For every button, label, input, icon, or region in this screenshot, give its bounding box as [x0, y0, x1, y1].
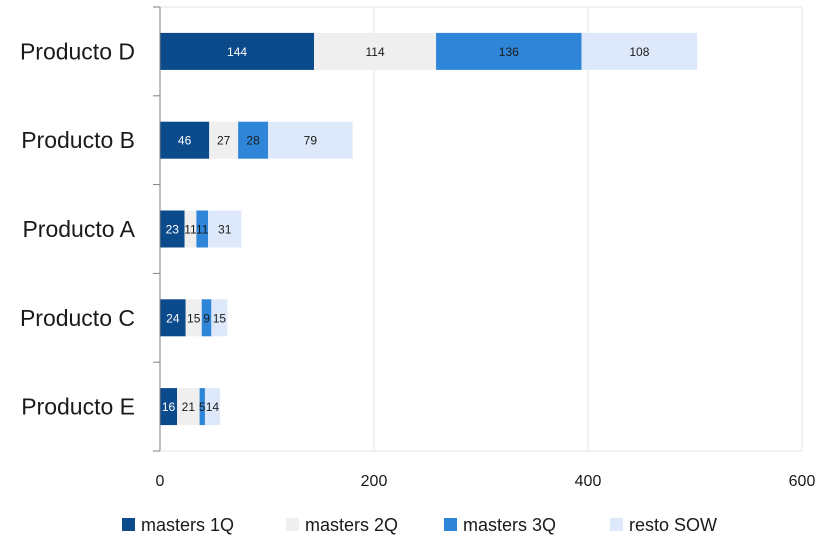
data-label: 114: [365, 45, 384, 59]
legend: masters 1Q masters 2Q masters 3Q resto SOW: [122, 515, 717, 535]
bar-segment: [211, 299, 228, 337]
x-tick-label: 0: [156, 473, 165, 490]
bar-segment: [160, 32, 315, 70]
legend-swatch: [444, 518, 457, 531]
bar-segment: [185, 299, 202, 337]
bar-segment: [581, 32, 698, 70]
legend-swatch: [286, 518, 299, 531]
legend-swatch: [610, 518, 623, 531]
category-label: Producto C: [20, 305, 135, 331]
bar-segment: [314, 32, 437, 70]
x-tick-label: 400: [575, 473, 602, 490]
data-label: 23: [166, 223, 180, 237]
data-label: 144: [227, 45, 247, 59]
bar-segment: [201, 299, 212, 337]
bar-segment: [238, 121, 269, 159]
data-label: 14: [206, 400, 220, 414]
category-label: Producto A: [22, 216, 135, 242]
bar-segment: [268, 121, 353, 159]
legend-swatch: [122, 518, 135, 531]
data-label: 136: [499, 45, 519, 59]
bar-segment: [208, 210, 242, 248]
data-label: 28: [246, 134, 260, 148]
bar-segment: [199, 388, 205, 426]
bar-segment: [184, 210, 197, 248]
data-label: 5: [199, 400, 206, 414]
bar-segment: [160, 299, 186, 337]
category-label: Producto E: [21, 394, 135, 420]
data-label: 27: [217, 134, 231, 148]
data-label: 11: [184, 223, 197, 237]
x-tick-label: 600: [789, 473, 816, 490]
data-label: 9: [203, 311, 210, 325]
bar-segment: [160, 210, 185, 248]
data-label: 24: [166, 311, 180, 325]
axes: Producto D Producto B Producto A Producto C…: [20, 6, 816, 490]
bar-segment: [204, 388, 220, 426]
legend-label: resto SOW: [629, 515, 717, 535]
category-label: Producto B: [21, 127, 135, 153]
legend-label: masters 3Q: [463, 515, 556, 535]
category-label: Producto D: [20, 38, 135, 64]
bar-segment: [196, 210, 209, 248]
data-label: 15: [213, 311, 227, 325]
data-label: 46: [178, 134, 192, 148]
bar-segment: [177, 388, 200, 426]
bar-segment: [209, 121, 239, 159]
data-label: 15: [187, 311, 201, 325]
data-label: 16: [162, 400, 176, 414]
data-label: 21: [182, 400, 196, 414]
x-tick-label: 200: [361, 473, 388, 490]
legend-label: masters 2Q: [305, 515, 398, 535]
bar-segment: [436, 32, 582, 70]
data-label: 79: [304, 134, 318, 148]
legend-label: masters 1Q: [141, 515, 234, 535]
bar-segment: [160, 388, 178, 426]
bar-segment: [160, 121, 210, 159]
data-label: 11: [196, 223, 209, 237]
gridlines: [160, 6, 803, 451]
data-label: 108: [629, 45, 649, 59]
data-label: 31: [218, 223, 232, 237]
bars: 144 114 136 108 46 27 28 79 23 11 11 31 24 15 9 15 16 21 5…: [160, 32, 698, 426]
